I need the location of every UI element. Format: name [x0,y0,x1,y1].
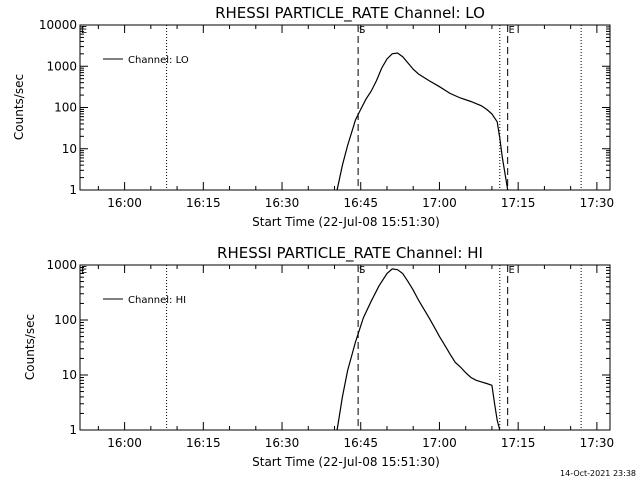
x-tick-label-hi: 17:30 [580,436,615,450]
vline-label-lo: E [81,25,87,36]
y-tick-label-hi: 10 [62,368,77,382]
x-tick-label-lo: 16:15 [186,196,221,210]
series-line-hi [336,268,501,431]
footer-timestamp: 14-Oct-2021 23:38 [560,469,636,478]
chart-title-hi: RHESSI PARTICLE_RATE Channel: HI [217,244,483,263]
marker-label-e-lo: E [509,25,515,36]
legend-label-lo: Channel: LO [128,55,189,66]
x-tick-label-hi: 16:00 [107,436,142,450]
x-tick-label-lo: 17:30 [580,196,615,210]
x-tick-label-lo: 17:00 [422,196,457,210]
y-tick-label-lo: 10000 [39,18,77,32]
plot-frame-lo [79,24,611,191]
x-tick-label-hi: 16:30 [265,436,300,450]
x-tick-label-lo: 16:30 [265,196,300,210]
legend-label-hi: Channel: HI [128,295,186,306]
x-tick-label-hi: 17:15 [501,436,536,450]
x-tick-label-lo: 16:00 [107,196,142,210]
y-tick-label-hi: 1000 [46,258,77,272]
y-tick-label-lo: 100 [54,101,77,115]
marker-label-e-hi: E [509,265,515,276]
x-axis-label-hi: Start Time (22-Jul-08 15:51:30) [252,455,440,469]
y-axis-label-hi: Counts/sec [23,314,37,380]
y-tick-label-lo: 1 [69,183,77,197]
marker-label-s-lo: S [359,25,365,36]
x-tick-label-lo: 16:45 [343,196,378,210]
plot-frame-hi [79,264,611,431]
x-tick-label-lo: 17:15 [501,196,536,210]
y-tick-label-hi: 1 [69,423,77,437]
x-tick-label-hi: 16:45 [343,436,378,450]
series-line-lo [336,52,509,191]
y-tick-label-lo: 1000 [46,59,77,73]
vline-label-hi: E [81,265,87,276]
marker-label-s-hi: S [359,265,365,276]
x-axis-label-lo: Start Time (22-Jul-08 15:51:30) [252,215,440,229]
y-tick-label-hi: 100 [54,313,77,327]
x-tick-label-hi: 17:00 [422,436,457,450]
y-axis-label-lo: Counts/sec [12,74,26,140]
chart-title-lo: RHESSI PARTICLE_RATE Channel: LO [215,4,485,23]
y-tick-label-lo: 10 [62,142,77,156]
x-tick-label-hi: 16:15 [186,436,221,450]
